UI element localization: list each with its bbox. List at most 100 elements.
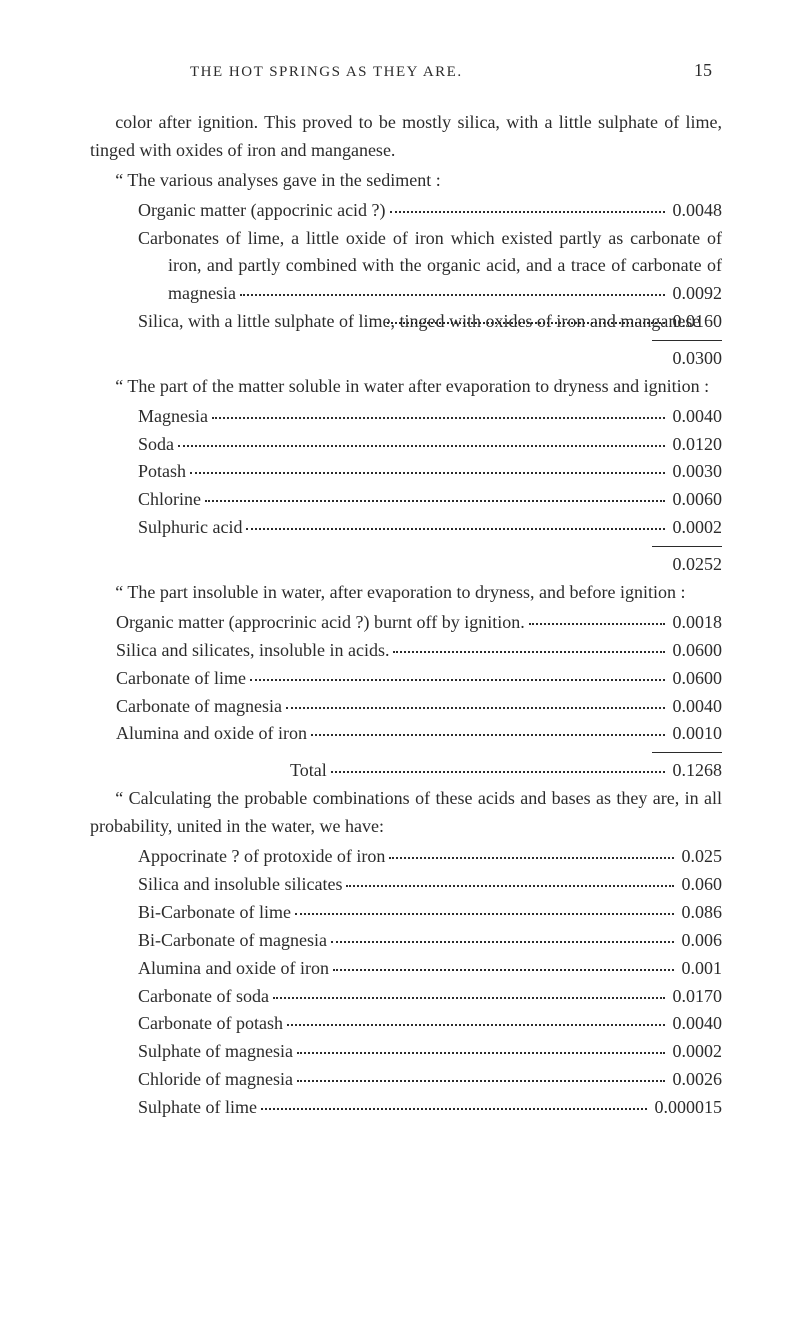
row-label: Appocrinate ? of protoxide of iron — [138, 843, 385, 871]
page-number: 15 — [694, 60, 712, 81]
combos-list: Appocrinate ? of protoxide of iron 0.025… — [90, 843, 722, 1122]
row-value: 0.0026 — [669, 1066, 723, 1094]
leader-dots — [178, 445, 665, 447]
list-row: Silica and insoluble silicates 0.060 — [90, 871, 722, 899]
row-value: 0.0002 — [669, 1038, 723, 1066]
sediment-organic-value: 0.0048 — [669, 197, 723, 225]
leader-dots — [393, 651, 664, 653]
row-label: Bi-Carbonate of magnesia — [138, 927, 327, 955]
running-head: THE HOT SPRINGS AS THEY ARE. 15 — [90, 60, 722, 81]
sediment-carbonates-value: 0.0092 — [669, 280, 723, 308]
leader-dots — [212, 417, 665, 419]
list-row: Sulphuric acid 0.0002 — [90, 514, 722, 542]
soluble-total: 0.0252 — [669, 551, 723, 579]
leader-dots — [331, 771, 665, 773]
leader-dots — [387, 322, 665, 324]
para-intro: color after ignition. This proved to be … — [90, 109, 722, 165]
leader-dots — [331, 941, 674, 943]
leader-dots — [333, 969, 674, 971]
soluble-list: Magnesia 0.0040 Soda 0.0120 Potash 0.003… — [90, 403, 722, 542]
leader-dots — [297, 1080, 665, 1082]
row-label: Carbonate of magnesia — [116, 693, 282, 721]
row-label: Chloride of magnesia — [138, 1066, 293, 1094]
row-value: 0.0040 — [669, 693, 723, 721]
row-value: 0.0060 — [669, 486, 723, 514]
row-label: Carbonate of lime — [116, 665, 246, 693]
leader-dots — [390, 211, 665, 213]
list-row: Chlorine 0.0060 — [90, 486, 722, 514]
row-value: 0.086 — [678, 899, 723, 927]
row-label: Sulphuric acid — [138, 514, 242, 542]
row-value: 0.0002 — [669, 514, 723, 542]
running-title: THE HOT SPRINGS AS THEY ARE. — [190, 64, 463, 81]
sediment-silica-value: 0.0160 — [669, 308, 723, 336]
para-insoluble-intro: “ The part insoluble in water, after eva… — [90, 579, 722, 607]
row-value: 0.0040 — [669, 403, 723, 431]
para-sediment-intro: “ The various analyses gave in the sedim… — [90, 167, 722, 195]
list-row: Carbonate of potash 0.0040 — [90, 1010, 722, 1038]
leader-dots — [190, 472, 664, 474]
row-label: Chlorine — [138, 486, 201, 514]
leader-dots — [389, 857, 673, 859]
row-value: 0.0170 — [669, 983, 723, 1011]
row-label: Sulphate of lime — [138, 1094, 257, 1122]
row-value: 0.025 — [678, 843, 723, 871]
insoluble-list: Organic matter (approcrinic acid ?) burn… — [90, 609, 722, 748]
list-row: Sulphate of magnesia 0.0002 — [90, 1038, 722, 1066]
row-value: 0.000015 — [651, 1094, 723, 1122]
leader-dots — [286, 707, 665, 709]
list-row: Soda 0.0120 — [90, 431, 722, 459]
row-label: Silica and silicates, insoluble in acids… — [116, 637, 389, 665]
list-row: Organic matter (approcrinic acid ?) burn… — [90, 609, 722, 637]
sediment-organic-row: Organic matter (appocrinic acid ?) 0.004… — [90, 197, 722, 225]
leader-dots — [287, 1024, 665, 1026]
row-label: Sulphate of magnesia — [138, 1038, 293, 1066]
row-value: 0.0030 — [669, 458, 723, 486]
leader-dots — [205, 500, 665, 502]
row-label: Carbonate of potash — [138, 1010, 283, 1038]
list-row: Carbonate of magnesia 0.0040 — [90, 693, 722, 721]
list-row: Potash 0.0030 — [90, 458, 722, 486]
soluble-total-row: 0.0252 — [90, 551, 722, 579]
row-label: Silica and insoluble silicates — [138, 871, 342, 899]
sediment-total-row: 0.0300 — [90, 345, 722, 373]
row-value: 0.0010 — [669, 720, 723, 748]
row-value: 0.001 — [678, 955, 723, 983]
leader-dots — [250, 679, 665, 681]
row-value: 0.0600 — [669, 665, 723, 693]
sediment-carbonates-text: Carbonates of lime, a little oxide of ir… — [138, 228, 722, 304]
rule — [652, 546, 722, 547]
row-label: Organic matter (approcrinic acid ?) burn… — [116, 609, 525, 637]
row-value: 0.0600 — [669, 637, 723, 665]
list-row: Carbonate of lime 0.0600 — [90, 665, 722, 693]
row-label: Potash — [138, 458, 186, 486]
leader-dots — [261, 1108, 647, 1110]
sediment-organic-label: Organic matter (appocrinic acid ?) — [138, 197, 386, 225]
row-value: 0.060 — [678, 871, 723, 899]
sediment-total: 0.0300 — [669, 345, 723, 373]
leader-dots — [240, 294, 665, 296]
total-value: 0.1268 — [669, 757, 723, 785]
list-row: Carbonate of soda 0.0170 — [90, 983, 722, 1011]
row-label: Soda — [138, 431, 174, 459]
row-label: Carbonate of soda — [138, 983, 269, 1011]
leader-dots — [295, 913, 674, 915]
row-label: Magnesia — [138, 403, 208, 431]
leader-dots — [246, 528, 664, 530]
total-label: Total — [290, 757, 327, 785]
row-label: Bi-Carbonate of lime — [138, 899, 291, 927]
row-value: 0.0120 — [669, 431, 723, 459]
leader-dots — [529, 623, 665, 625]
rule — [652, 752, 722, 753]
row-label: Alumina and oxide of iron — [138, 955, 329, 983]
rule — [652, 340, 722, 341]
list-row: Alumina and oxide of iron 0.0010 — [90, 720, 722, 748]
row-label: Alumina and oxide of iron — [116, 720, 307, 748]
leader-dots — [273, 997, 665, 999]
insoluble-total-row: Total 0.1268 — [90, 757, 722, 785]
list-row: Alumina and oxide of iron 0.001 — [90, 955, 722, 983]
page: THE HOT SPRINGS AS THEY ARE. 15 color af… — [0, 0, 800, 1323]
list-row: Silica and silicates, insoluble in acids… — [90, 637, 722, 665]
para-soluble-intro: “ The part of the matter soluble in wate… — [90, 373, 722, 401]
list-row: Sulphate of lime 0.000015 — [90, 1094, 722, 1122]
